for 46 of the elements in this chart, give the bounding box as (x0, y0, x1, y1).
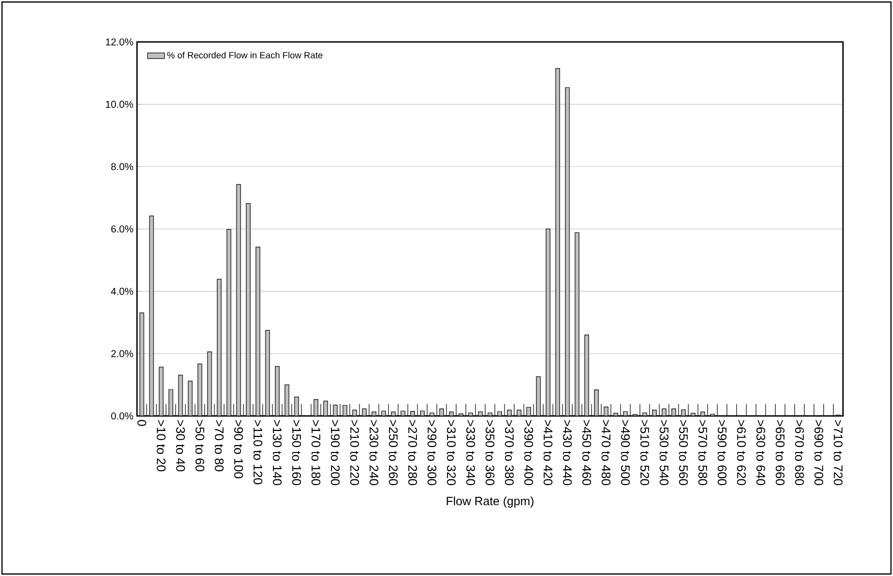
legend-label: % of Recorded Flow in Each Flow Rate (167, 52, 322, 58)
x-tick-label: >490 to 500 (620, 420, 630, 486)
x-tick-label: >670 to 680 (795, 420, 804, 486)
y-tick-label: 0.0% (111, 412, 134, 420)
x-tick-label: >10 to 20 (156, 420, 166, 472)
x-tick-label: >230 to 240 (370, 420, 378, 486)
x-tick-label: >70 to 80 (214, 420, 224, 472)
x-tick-label: >650 to 660 (776, 420, 785, 486)
y-tick-label: 10.0% (106, 100, 134, 108)
y-tick-label: 6.0% (111, 225, 134, 233)
x-tick-label: >550 to 560 (679, 420, 688, 486)
x-tick-label: >290 to 300 (428, 420, 436, 486)
y-tick-label: 2.0% (111, 350, 134, 358)
y-tick-label: 8.0% (111, 163, 134, 170)
x-tick-label: >130 to 140 (272, 420, 282, 486)
x-tick-label: >170 to 180 (312, 420, 320, 486)
x-tick-label: >430 to 440 (562, 420, 572, 486)
y-tick-label: 4.0% (111, 288, 134, 295)
x-tick-label: >30 to 40 (176, 420, 185, 472)
x-tick-label: >310 to 320 (446, 420, 456, 486)
x-tick-label: >410 to 420 (544, 420, 552, 486)
x-tick-label: >250 to 260 (388, 420, 398, 486)
x-tick-label: >610 to 620 (737, 420, 746, 486)
x-tick-label: 0 (137, 420, 146, 426)
x-tick-label: >110 to 120 (253, 420, 262, 484)
x-tick-label: >710 to 720 (834, 420, 843, 486)
x-tick-label: >330 to 340 (466, 420, 476, 486)
x-tick-label: >390 to 400 (524, 420, 534, 486)
x-tick-label: >350 to 360 (486, 420, 494, 486)
x-tick-label: >690 to 700 (814, 420, 824, 486)
x-tick-label: >630 to 640 (756, 420, 766, 486)
x-tick-label: >570 to 580 (698, 420, 708, 486)
x-tick-label: >210 to 220 (350, 420, 360, 486)
x-tick-label: >50 to 60 (195, 420, 204, 472)
x-tick-label: >90 to 100 (234, 420, 243, 478)
x-tick-label: >470 to 480 (602, 420, 610, 486)
x-tick-label: >590 to 600 (718, 420, 727, 486)
x-tick-label: >190 to 200 (330, 420, 340, 486)
x-tick-label: >150 to 160 (292, 420, 301, 486)
x-tick-label: >270 to 280 (408, 420, 418, 486)
x-tick-label: >370 to 380 (504, 420, 514, 486)
y-tick-label: 12.0% (106, 38, 134, 46)
x-tick-label: >450 to 460 (582, 420, 592, 486)
x-axis-title: Flow Rate (gpm) (446, 496, 534, 508)
x-tick-label: >530 to 540 (660, 420, 668, 486)
x-tick-label: >510 to 520 (640, 420, 650, 486)
